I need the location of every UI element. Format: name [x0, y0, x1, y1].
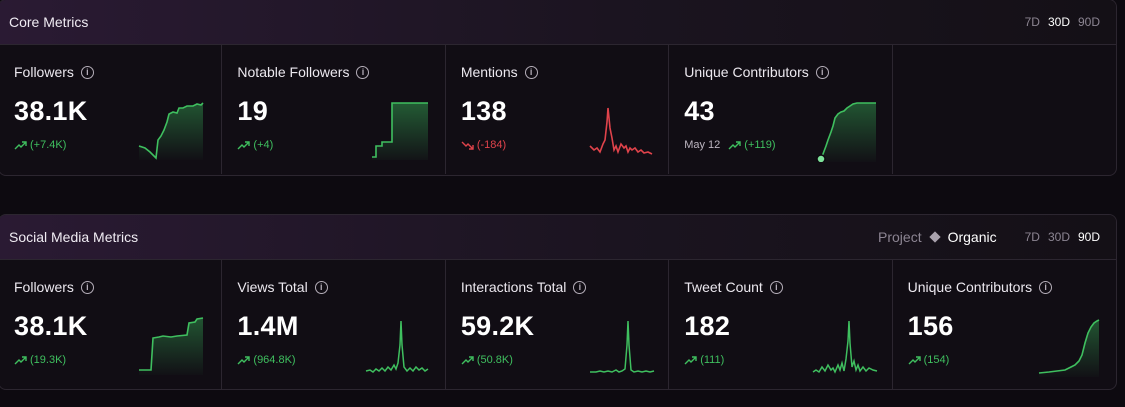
metric-card-views-total[interactable]: Views Total i 1.4M (964.8K) [222, 260, 446, 389]
card-label: Unique Contributors [907, 279, 1033, 295]
metric-card-followers[interactable]: Followers i 38.1K (19.3K) [0, 260, 223, 389]
info-icon[interactable]: i [573, 280, 587, 294]
sparkline-chart [589, 320, 654, 373]
panel-title: Core Metrics [9, 14, 89, 30]
delta-value: (111) [700, 354, 725, 366]
card-label: Interactions Total [460, 279, 567, 295]
delta-value: (+4) [253, 139, 274, 151]
metric-card-followers[interactable]: Followers i 38.1K (+7.4K) [0, 45, 223, 174]
metric-card-mentions[interactable]: Mentions i 138 (-184) [446, 45, 670, 174]
delta-value: (+7.4K) [30, 139, 67, 151]
card-delta: (111) [684, 354, 724, 366]
info-icon[interactable]: i [314, 280, 328, 294]
info-icon[interactable]: i [1039, 280, 1053, 294]
range-90d-button[interactable]: 90D [1077, 15, 1100, 29]
toggle-option-project[interactable]: Project [878, 229, 922, 245]
info-icon[interactable]: i [769, 280, 783, 294]
sparkline-chart [589, 107, 653, 155]
card-value: 1.4M [237, 311, 299, 341]
trend-down-icon [461, 141, 474, 150]
card-value: 38.1K [14, 96, 88, 126]
card-delta: (964.8K) [237, 354, 296, 366]
card-value: 59.2K [460, 311, 535, 341]
trend-up-icon [908, 355, 921, 364]
info-icon[interactable]: i [524, 65, 538, 79]
delta-value: (19.3K) [30, 354, 67, 366]
info-icon[interactable]: i [80, 280, 94, 294]
trend-up-icon [461, 355, 474, 364]
delta-value: (964.8K) [253, 354, 296, 366]
card-value: 38.1K [14, 311, 88, 341]
diamond-icon [928, 231, 941, 243]
delta-value: (+119) [744, 139, 776, 151]
card-delta: (154) [908, 354, 950, 366]
card-value: 156 [907, 311, 954, 341]
core-metrics-panel: Core Metrics 7D 30D 90D Followers i 38.1… [0, 0, 1117, 176]
panel-title: Social Media Metrics [9, 229, 139, 245]
card-value: 19 [237, 96, 269, 126]
card-delta: (-184) [461, 139, 506, 151]
trend-up-icon [728, 140, 741, 149]
trend-up-icon [237, 355, 251, 364]
card-label: Views Total [237, 279, 308, 295]
card-value: 43 [684, 96, 715, 126]
trend-up-icon [14, 355, 27, 364]
card-label: Notable Followers [237, 64, 350, 80]
hover-point [816, 154, 826, 162]
delta-value: (154) [923, 354, 950, 366]
toggle-option-organic[interactable]: Organic [947, 229, 997, 245]
sparkline-chart [138, 102, 204, 160]
range-30d-button[interactable]: 30D [1047, 230, 1070, 244]
range-7d-button[interactable]: 7D [1024, 15, 1040, 29]
trend-up-icon [14, 140, 27, 149]
sparkline-chart [816, 102, 877, 162]
sparkline-chart [139, 317, 204, 375]
metric-card-unique-contributors[interactable]: Unique Contributors i 156 (154) [893, 260, 1116, 389]
sparkline-chart [1038, 319, 1099, 377]
card-delta: (+7.4K) [14, 139, 66, 151]
social-metrics-header: Social Media Metrics Project Organic 7D … [0, 215, 1116, 260]
social-media-metrics-panel: Social Media Metrics Project Organic 7D … [0, 214, 1117, 390]
delta-value: (50.8K) [476, 354, 513, 366]
card-label: Unique Contributors [684, 64, 809, 80]
card-delta: May 12 (+119) [684, 139, 775, 151]
range-selector: 7D 30D 90D [1021, 15, 1104, 29]
hover-date: May 12 [684, 139, 721, 151]
card-delta: (19.3K) [14, 354, 66, 366]
card-value: 182 [684, 311, 731, 341]
metric-card-unique-contributors[interactable]: Unique Contributors i 43 May 12 (+119) [669, 45, 893, 174]
core-metrics-header: Core Metrics 7D 30D 90D [0, 0, 1116, 45]
info-icon[interactable]: i [815, 65, 829, 79]
card-delta: (+4) [237, 139, 273, 151]
range-7d-button[interactable]: 7D [1024, 230, 1040, 244]
project-organic-toggle[interactable]: Project Organic [878, 229, 997, 245]
card-label: Tweet Count [684, 279, 763, 295]
range-90d-button[interactable]: 90D [1077, 230, 1100, 244]
range-30d-button[interactable]: 30D [1047, 15, 1070, 29]
card-label: Followers [14, 279, 74, 295]
card-label: Mentions [460, 64, 518, 80]
sparkline-chart [812, 320, 878, 374]
metric-card-interactions-total[interactable]: Interactions Total i 59.2K (50.8K) [446, 260, 670, 389]
trend-up-icon [684, 355, 697, 364]
sparkline-chart [372, 102, 429, 160]
empty-card-slot [893, 45, 1116, 174]
info-icon[interactable]: i [80, 65, 94, 79]
card-label: Followers [14, 64, 74, 80]
info-icon[interactable]: i [356, 65, 370, 79]
card-delta: (50.8K) [461, 354, 513, 366]
sparkline-chart [366, 320, 429, 373]
metric-card-tweet-count[interactable]: Tweet Count i 182 (111) [669, 260, 893, 389]
delta-value: (-184) [476, 139, 507, 151]
trend-up-icon [237, 140, 251, 149]
card-value: 138 [460, 96, 507, 126]
metric-card-notable-followers[interactable]: Notable Followers i 19 (+4) [222, 45, 446, 174]
